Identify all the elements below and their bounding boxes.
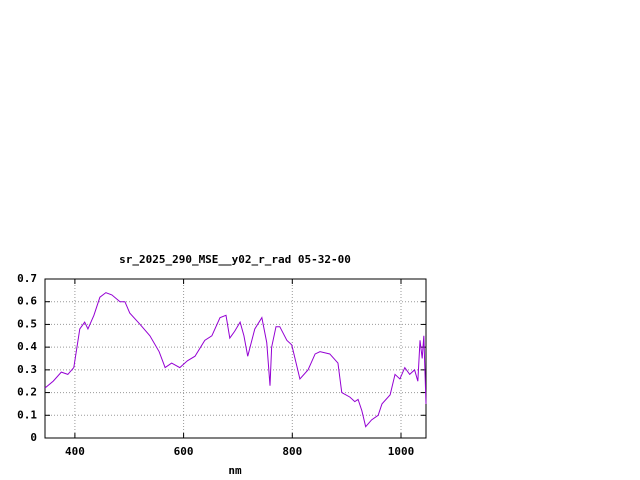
data-line (44, 292, 427, 428)
chart-title: sr_2025_290_MSE__y02_r_rad 05-32-00 (119, 253, 351, 266)
x-tick-label: 400 (65, 445, 85, 458)
y-tick-label: 0.1 (17, 408, 37, 421)
x-tick-label: 800 (282, 445, 302, 458)
x-axis-label: nm (228, 464, 242, 477)
y-tick-label: 0.4 (17, 340, 37, 353)
x-tick-label: 600 (174, 445, 194, 458)
y-tick-label: 0.7 (17, 272, 37, 285)
plot-border (44, 278, 427, 439)
y-tick-label: 0 (30, 431, 37, 444)
y-tick-label: 0.2 (17, 386, 37, 399)
y-tick-label: 0.5 (17, 317, 37, 330)
x-tick-label: 1000 (388, 445, 415, 458)
y-tick-label: 0.6 (17, 295, 37, 308)
y-tick-label: 0.3 (17, 363, 37, 376)
